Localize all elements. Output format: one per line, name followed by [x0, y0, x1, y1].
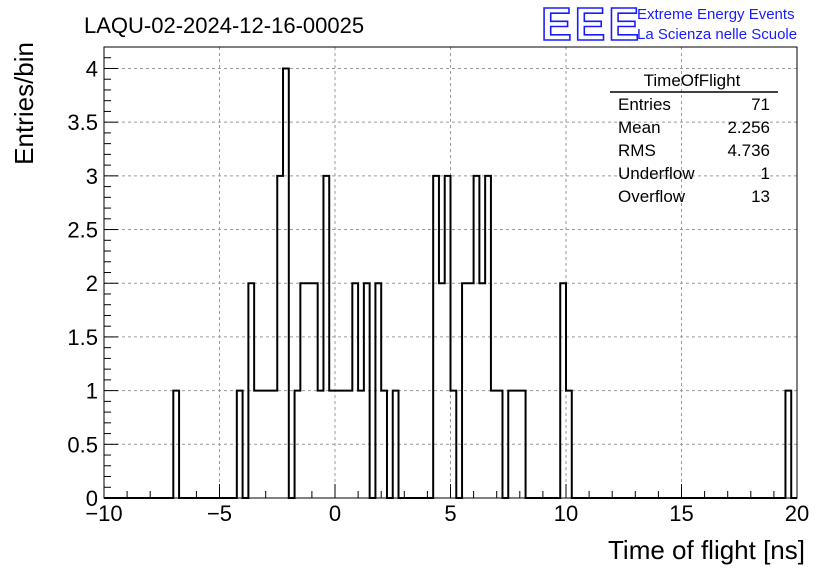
eee-logo: EEE Extreme Energy Events La Scienza nel… [540, 0, 797, 51]
x-tick-label: 20 [785, 501, 809, 526]
y-tick-label: 1.5 [67, 325, 98, 350]
stats-value: 1 [761, 164, 770, 183]
histogram-bin [335, 391, 341, 498]
y-tick-label: 3.5 [67, 110, 98, 135]
histogram-bin [318, 391, 324, 498]
y-tick-label: 0.5 [67, 432, 98, 457]
x-tick-labels: −10 −5 0 5 10 15 20 [85, 501, 809, 526]
x-axis-title: Time of flight [ns] [608, 535, 805, 565]
histogram-bin [491, 391, 497, 498]
histogram-bin [271, 391, 277, 498]
stats-value: 71 [751, 95, 770, 114]
histogram-bin [347, 391, 353, 498]
histogram-bin [266, 391, 272, 498]
histogram-bin [329, 391, 335, 498]
x-tick-label: 0 [329, 501, 341, 526]
y-tick-label: 3 [86, 164, 98, 189]
stats-value: 4.736 [727, 141, 770, 160]
x-tick-label: −5 [207, 501, 232, 526]
histogram-bin [439, 283, 445, 498]
stats-label: Overflow [618, 187, 686, 206]
histogram-bin [479, 283, 485, 498]
chart-title: LAQU-02-2024-12-16-00025 [84, 13, 364, 38]
stats-box: TimeOfFlight Entries 71 Mean 2.256 RMS 4.736 U… [610, 71, 778, 206]
y-tick-label: 2 [86, 271, 98, 296]
eee-logo-mark: EEE [541, 0, 642, 50]
stats-label: Mean [618, 118, 661, 137]
stats-label: Underflow [618, 164, 695, 183]
x-tick-label: 5 [444, 501, 456, 526]
y-tick-label: 1 [86, 379, 98, 404]
histogram-bin [341, 391, 347, 498]
y-tick-label: 2.5 [67, 218, 98, 243]
y-tick-label: 0 [86, 486, 98, 511]
stats-label: Entries [618, 95, 671, 114]
x-tick-label: 10 [554, 501, 578, 526]
histogram-bin [260, 391, 266, 498]
x-tick-label: 15 [669, 501, 693, 526]
y-axis-title: Entries/bin [9, 42, 39, 165]
y-tick-label: 4 [86, 56, 98, 81]
x-tick-label: −10 [85, 501, 122, 526]
axis-ticks [103, 57, 798, 499]
histogram-bin [358, 391, 364, 498]
stats-box-title: TimeOfFlight [644, 71, 741, 90]
histogram-bin [514, 391, 520, 498]
y-tick-labels: 0 0.5 1 1.5 2 2.5 3 3.5 4 [67, 56, 98, 511]
histogram-bin [306, 283, 312, 498]
logo-line-2: La Scienza nelle Scuole [637, 26, 797, 43]
grid [104, 47, 797, 498]
stats-value: 13 [751, 187, 770, 206]
histogram-bin [468, 283, 474, 498]
logo-line-1: Extreme Energy Events [637, 6, 795, 23]
stats-rows: Entries 71 Mean 2.256 RMS 4.736 Underflow 1 Over… [618, 95, 770, 206]
stats-value: 2.256 [727, 118, 770, 137]
stats-label: RMS [618, 141, 656, 160]
histogram-bin [254, 391, 260, 498]
